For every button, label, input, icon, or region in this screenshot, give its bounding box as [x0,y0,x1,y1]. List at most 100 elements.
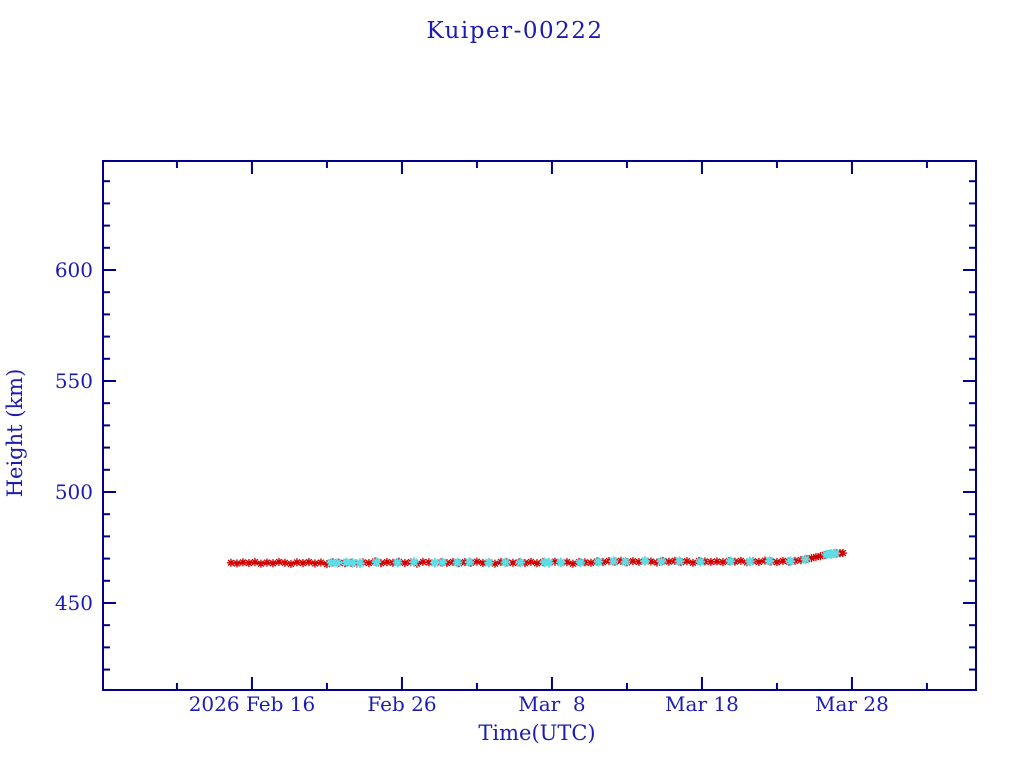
observed-height-marker [286,559,296,569]
observed-height-marker [634,557,644,567]
x-axis-label: Time(UTC) [478,721,595,745]
observed-height-marker [811,552,821,562]
observed-height-marker [838,548,848,558]
observed-height-marker [718,557,728,567]
observed-height-marker [322,559,332,569]
observed-height-marker [550,557,560,566]
observed-height-marker [268,559,278,568]
predicted-height-marker [695,556,706,567]
predicted-height-marker [800,554,811,565]
observed-height-marker [244,558,254,568]
observed-height-marker [616,556,626,566]
observed-height-marker [274,557,284,567]
predicted-height-marker [500,557,511,568]
observed-height-marker [490,559,500,568]
predicted-height-marker [575,557,586,568]
predicted-height-marker [640,556,650,566]
observed-height-marker [706,557,716,567]
observed-height-marker [478,558,488,568]
observed-height-marker [262,558,272,567]
observed-height-marker [586,558,596,567]
observed-height-marker [472,557,482,566]
observed-height-marker [238,558,248,567]
observed-height-marker [816,551,825,561]
predicted-height-marker [464,557,475,568]
observed-height-marker [754,557,764,567]
y-tick-label: 500 [55,480,93,504]
observed-height-marker [376,559,386,568]
observed-height-marker [232,559,242,568]
chart-title: Kuiper-00222 [426,18,603,44]
predicted-height-marker [544,557,554,568]
data-series-layer [226,548,848,569]
observed-height-marker [226,558,236,567]
observed-height-marker [772,557,782,567]
predicted-height-marker [745,556,755,567]
observed-height-marker [316,558,326,567]
observed-height-marker [682,557,692,566]
observed-height-marker [628,557,638,566]
observed-height-marker [508,558,518,567]
observed-height-marker [568,559,578,568]
observed-height-marker [400,558,410,568]
observed-height-marker [664,557,674,566]
observed-height-marker [292,558,302,567]
observed-height-marker [364,558,374,568]
observed-height-marker [712,557,722,566]
observed-height-marker [304,557,314,567]
observed-height-marker [562,557,572,567]
predicted-height-marker [371,557,382,568]
predicted-height-marker [785,556,796,567]
predicted-height-marker [764,556,775,566]
observed-height-marker [652,558,662,567]
observed-height-marker [382,557,392,567]
observed-height-marker [310,559,320,568]
observed-height-marker [298,558,308,568]
predicted-height-marker [409,557,419,568]
predicted-height-marker [484,557,494,568]
y-tick-label: 600 [55,258,93,282]
x-tick-label: Mar 8 [518,692,585,716]
plot-frame [102,160,977,691]
predicted-height-marker [437,557,448,568]
predicted-height-marker [347,557,358,568]
x-tick-label: Mar 18 [665,692,739,716]
predicted-height-marker [341,557,352,568]
predicted-height-marker [392,557,403,568]
x-tick-label: Mar 28 [815,692,889,716]
observed-height-marker [778,556,788,566]
predicted-height-marker [515,557,526,568]
observed-height-marker [736,556,746,566]
predicted-height-marker [430,557,440,568]
observed-height-marker [646,557,656,566]
predicted-height-marker [332,558,343,568]
predicted-height-marker [355,558,365,569]
predicted-height-marker [830,548,841,559]
observed-height-marker [526,557,536,567]
predicted-height-marker [452,557,463,568]
observed-height-marker [688,558,698,567]
observed-height-marker [418,557,428,567]
x-tick-label: 2026 Feb 16 [189,692,315,716]
predicted-height-marker [674,556,685,567]
y-axis-label: Height (km) [3,369,27,498]
observed-height-marker [807,553,816,563]
predicted-height-marker [620,556,631,567]
predicted-height-marker [725,556,736,567]
observed-height-marker [532,559,542,568]
y-tick-label: 550 [55,369,93,393]
x-tick-label: Feb 26 [367,692,436,716]
predicted-height-marker [656,556,667,567]
observed-height-marker [424,558,434,567]
predicted-height-marker [326,557,337,568]
y-tick-label: 450 [55,591,93,615]
predicted-height-marker [608,556,619,567]
predicted-height-marker [593,556,604,567]
axis-ticks-layer: 2026 Feb 16 Feb 26 Mar 8 Mar 18 Mar 28 450 500… [55,161,976,716]
observed-height-marker [280,558,290,567]
predicted-height-marker [556,557,566,568]
observed-height-marker [250,557,260,567]
observed-height-marker [256,559,266,568]
